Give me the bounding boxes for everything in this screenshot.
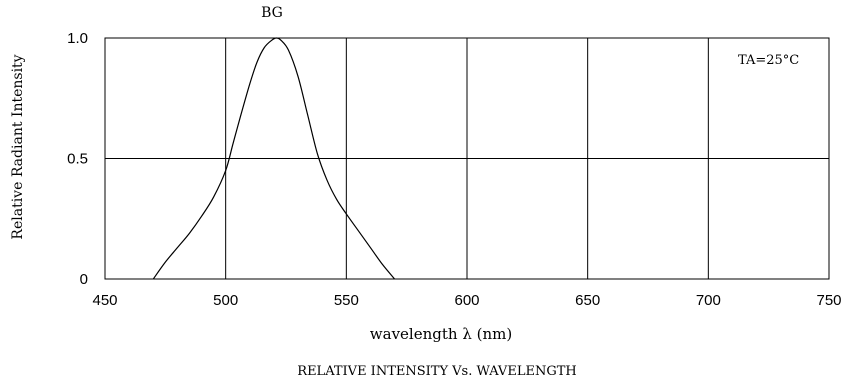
plot-frame: [104, 37, 830, 280]
y-tick-label: 1.0: [67, 30, 88, 47]
x-tick-label: 650: [575, 292, 600, 309]
y-tick-label: 0: [80, 271, 88, 288]
y-tick-label: 0.5: [67, 151, 88, 168]
x-tick-labels: 450 500 550 600 650 700 750: [92, 292, 841, 309]
x-tick-label: 450: [92, 292, 117, 309]
grid-lines: [105, 38, 829, 279]
x-tick-label: 750: [816, 292, 841, 309]
series-layer: [152, 37, 396, 280]
spectrum-curve: [152, 37, 396, 280]
x-tick-label: 600: [454, 292, 479, 309]
temperature-annotation: TA=25°C: [738, 53, 799, 68]
x-tick-label: 500: [213, 292, 238, 309]
x-tick-label: 700: [696, 292, 721, 309]
x-tick-label: 550: [334, 292, 359, 309]
x-axis-label: wavelength λ (nm): [370, 325, 512, 343]
chart-caption: RELATIVE INTENSITY Vs. WAVELENGTH: [297, 364, 576, 379]
y-axis-label: Relative Radiant Intensity: [10, 54, 26, 239]
y-tick-labels: 0 0.5 1.0: [67, 30, 88, 288]
chart-title: BG: [261, 5, 283, 21]
